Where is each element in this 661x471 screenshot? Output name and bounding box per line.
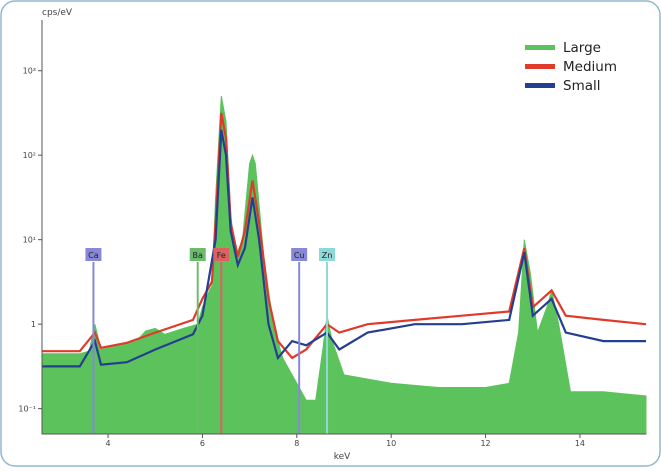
marker-box-ba (189, 248, 206, 261)
marker-box-ca (85, 248, 102, 261)
marker-label-cu: Cu (294, 251, 305, 260)
legend-item-medium: Medium (525, 57, 617, 76)
legend: Large Medium Small (525, 38, 617, 95)
series-line-medium (42, 112, 647, 360)
axis-layer: 4 6 8 10 12 14 10⁻¹ 1 10¹ 10² 10³ (18, 20, 646, 448)
x-tick-label-14: 14 (575, 439, 585, 448)
legend-label-small: Small (563, 77, 601, 94)
y-tick-label-0: 10⁻¹ (18, 405, 36, 414)
x-axis-label: keV (334, 452, 351, 462)
series-line-small (42, 129, 646, 368)
y-tick-label-4: 10³ (23, 67, 36, 76)
x-tick-label-8: 8 (294, 439, 299, 448)
marker-label-ca: Ca (88, 251, 99, 260)
legend-label-medium: Medium (563, 58, 617, 75)
x-tick-label-6: 6 (200, 439, 205, 448)
legend-label-large: Large (563, 39, 601, 56)
marker-label-zn: Zn (322, 251, 333, 260)
marker-box-fe (213, 248, 230, 261)
marker-label-fe: Fe (217, 251, 226, 260)
x-tick-label-10: 10 (386, 439, 396, 448)
y-tick-label-2: 10¹ (23, 236, 36, 245)
legend-item-large: Large (525, 38, 617, 57)
x-tick-label-12: 12 (480, 439, 490, 448)
y-axis-label: cps/eV (42, 8, 73, 18)
marker-label-ba: Ba (193, 251, 203, 260)
legend-item-small: Small (525, 76, 617, 95)
legend-swatch-medium (525, 64, 555, 69)
annotation-layer: Ca Ba Fe Cu Zn (85, 248, 336, 434)
legend-swatch-large (525, 45, 555, 50)
y-tick-label-3: 10² (23, 151, 36, 160)
series-layer (41, 95, 647, 435)
marker-box-zn (319, 248, 336, 261)
y-tick-label-1: 1 (31, 320, 36, 329)
legend-swatch-small (525, 83, 555, 88)
marker-box-cu (291, 248, 308, 261)
x-tick-label-4: 4 (106, 439, 111, 448)
